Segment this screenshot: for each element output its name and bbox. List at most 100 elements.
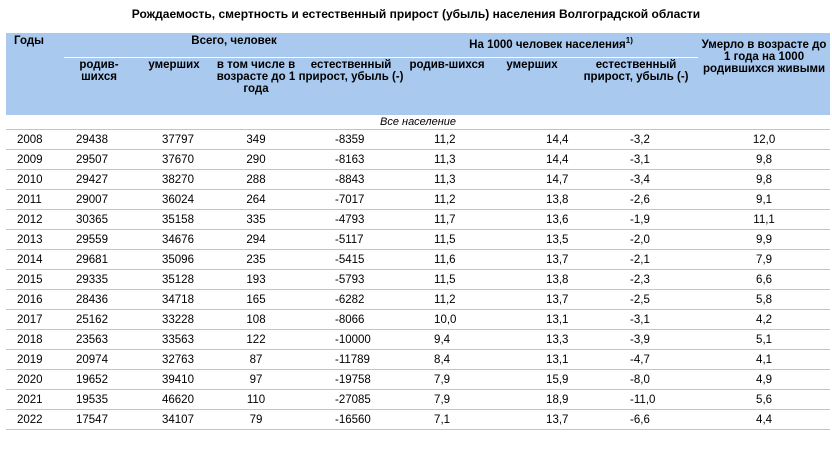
died-cell: 34718 [134, 289, 214, 310]
died-rate-cell: 14,7 [490, 169, 575, 190]
died-rate-cell: 13,1 [490, 309, 575, 330]
born-rate-cell: 11,2 [404, 189, 491, 210]
natural-cell: -5415 [298, 249, 405, 270]
infant-cell: 79 [214, 409, 298, 430]
year-cell: 2018 [6, 329, 64, 350]
infant-cell: 122 [214, 329, 298, 350]
infant-rate-cell: 5,8 [698, 289, 831, 310]
born-rate-cell: 8,4 [404, 349, 491, 370]
header-natural: естественный прирост, убыль (-) [298, 57, 405, 115]
natural-cell: -16560 [298, 409, 405, 430]
born-rate-cell: 11,6 [404, 249, 491, 270]
infant-rate-cell: 7,9 [698, 249, 831, 270]
header-years: Годы [6, 33, 64, 115]
born-cell: 20974 [64, 349, 134, 370]
table-row: 2019 20974 32763 87 -11789 8,4 13,1 -4,7 4,1 [6, 349, 831, 370]
died-cell: 36024 [134, 189, 214, 210]
natural-rate-cell: -3,1 [574, 149, 699, 170]
infant-cell: 165 [214, 289, 298, 310]
infant-rate-cell: 9,8 [698, 149, 831, 170]
died-rate-cell: 13,7 [490, 289, 575, 310]
table-row: 2021 19535 46620 110 -27085 7,9 18,9 -11,0 5,6 [6, 389, 831, 410]
section-label: Все население [6, 115, 831, 130]
infant-cell: 290 [214, 149, 298, 170]
born-rate-cell: 11,3 [404, 169, 491, 190]
year-cell: 2013 [6, 229, 64, 250]
born-cell: 29427 [64, 169, 134, 190]
year-cell: 2011 [6, 189, 64, 210]
died-rate-cell: 15,9 [490, 369, 575, 390]
born-cell: 23563 [64, 329, 134, 350]
table-row: 2017 25162 33228 108 -8066 10,0 13,1 -3,1 4,2 [6, 309, 831, 330]
natural-rate-cell: -3,4 [574, 169, 699, 190]
year-cell: 2017 [6, 309, 64, 330]
natural-rate-cell: -3,1 [574, 309, 699, 330]
died-rate-cell: 13,5 [490, 229, 575, 250]
infant-cell: 193 [214, 269, 298, 290]
born-cell: 29007 [64, 189, 134, 210]
table-row: 2012 30365 35158 335 -4793 11,7 13,6 -1,9 11,1 [6, 209, 831, 230]
header-natural-rate: естественный прирост, убыль (-) [574, 57, 699, 115]
year-cell: 2015 [6, 269, 64, 290]
born-rate-cell: 7,1 [404, 409, 491, 430]
year-cell: 2016 [6, 289, 64, 310]
header-born-rate: родив-шихся [404, 57, 491, 115]
born-rate-cell: 10,0 [404, 309, 491, 330]
died-rate-cell: 13,8 [490, 189, 575, 210]
infant-cell: 294 [214, 229, 298, 250]
born-rate-cell: 11,2 [404, 289, 491, 310]
born-cell: 29681 [64, 249, 134, 270]
natural-rate-cell: -2,6 [574, 189, 699, 210]
table-row: 2013 29559 34676 294 -5117 11,5 13,5 -2,0 9,9 [6, 229, 831, 250]
died-cell: 38270 [134, 169, 214, 190]
born-cell: 28436 [64, 289, 134, 310]
table-row: 2010 29427 38270 288 -8843 11,3 14,7 -3,4 9,8 [6, 169, 831, 190]
infant-cell: 97 [214, 369, 298, 390]
born-cell: 29559 [64, 229, 134, 250]
table-row: 2016 28436 34718 165 -6282 11,2 13,7 -2,5 5,8 [6, 289, 831, 310]
infant-cell: 335 [214, 209, 298, 230]
born-rate-cell: 9,4 [404, 329, 491, 350]
born-rate-cell: 11,5 [404, 269, 491, 290]
infant-rate-cell: 4,4 [698, 409, 831, 430]
infant-rate-cell: 4,9 [698, 369, 831, 390]
natural-rate-cell: -2,5 [574, 289, 699, 310]
natural-cell: -8066 [298, 309, 405, 330]
died-cell: 34107 [134, 409, 214, 430]
died-cell: 34676 [134, 229, 214, 250]
born-rate-cell: 7,9 [404, 369, 491, 390]
infant-rate-cell: 4,2 [698, 309, 831, 330]
died-cell: 46620 [134, 389, 214, 410]
table-row: 2009 29507 37670 290 -8163 11,3 14,4 -3,1 9,8 [6, 149, 831, 170]
demographics-table: Годы Всего, человек На 1000 человек насе… [6, 33, 831, 430]
born-cell: 29507 [64, 149, 134, 170]
infant-rate-cell: 9,1 [698, 189, 831, 210]
header-died: умерших [134, 57, 214, 115]
born-cell: 25162 [64, 309, 134, 330]
year-cell: 2009 [6, 149, 64, 170]
born-rate-cell: 11,2 [404, 129, 491, 150]
infant-cell: 108 [214, 309, 298, 330]
infant-rate-cell: 12,0 [698, 129, 831, 150]
natural-cell: -10000 [298, 329, 405, 350]
infant-rate-cell: 11,1 [698, 209, 831, 230]
natural-rate-cell: -11,0 [574, 389, 699, 410]
year-cell: 2022 [6, 409, 64, 430]
died-rate-cell: 13,1 [490, 349, 575, 370]
natural-cell: -19758 [298, 369, 405, 390]
infant-rate-cell: 5,6 [698, 389, 831, 410]
born-cell: 29335 [64, 269, 134, 290]
infant-cell: 288 [214, 169, 298, 190]
born-cell: 19652 [64, 369, 134, 390]
table-row: 2020 19652 39410 97 -19758 7,9 15,9 -8,0 4,9 [6, 369, 831, 390]
born-rate-cell: 11,3 [404, 149, 491, 170]
died-rate-cell: 13,3 [490, 329, 575, 350]
died-cell: 33563 [134, 329, 214, 350]
born-cell: 29438 [64, 129, 134, 150]
died-cell: 33228 [134, 309, 214, 330]
died-rate-cell: 13,7 [490, 249, 575, 270]
year-cell: 2010 [6, 169, 64, 190]
table-row: 2018 23563 33563 122 -10000 9,4 13,3 -3,9 5,1 [6, 329, 831, 350]
natural-rate-cell: -8,0 [574, 369, 699, 390]
infant-cell: 264 [214, 189, 298, 210]
